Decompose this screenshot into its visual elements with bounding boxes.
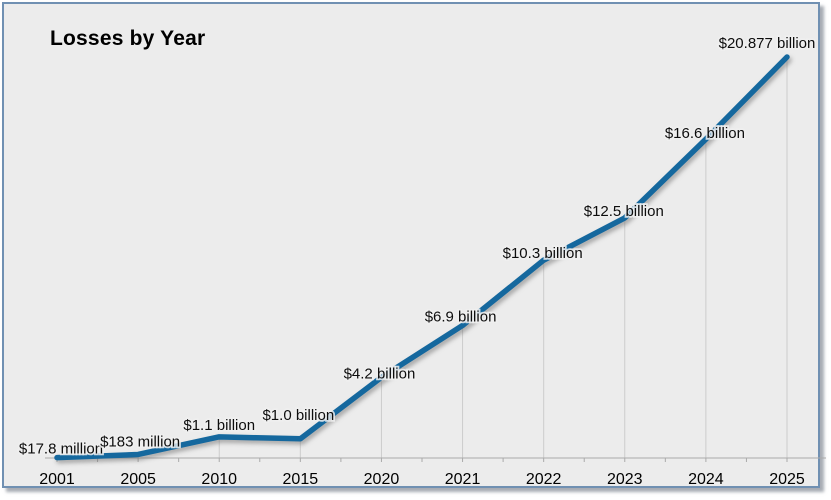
x-tick-label: 2020 [364,471,400,488]
data-point-label: $16.6 billion [665,125,745,142]
data-point-label: $183 million [100,433,180,450]
chart-frame [2,2,820,488]
data-point-label: $1.0 billion [262,407,334,424]
x-tick-label: 2015 [283,471,319,488]
x-tick-label: 2005 [120,471,156,488]
x-tick-label: 2024 [688,471,724,488]
data-point-label: $17.8 million [19,441,103,458]
data-point-label: $1.1 billion [183,417,255,434]
x-tick-label: 2001 [39,471,75,488]
x-tick-label: 2023 [607,471,643,488]
data-point-label: $12.5 billion [584,203,664,220]
data-point-label: $6.9 billion [425,308,497,325]
x-tick-label: 2010 [201,471,237,488]
x-tick-label: 2025 [769,471,805,488]
chart-title: Losses by Year [50,27,206,50]
data-point-label: $4.2 billion [344,365,416,382]
data-point-label: $20.877 billion [719,35,816,52]
x-tick-label: 2022 [526,471,562,488]
loss-line [54,54,790,461]
x-tick-label: 2021 [445,471,481,488]
data-point-label: $10.3 billion [503,245,583,262]
